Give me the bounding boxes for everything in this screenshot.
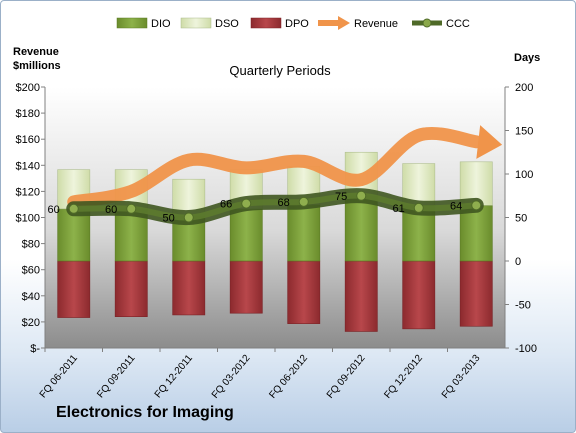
bar-dpo bbox=[287, 260, 321, 324]
legend-swatch-dso bbox=[180, 17, 212, 29]
company-name: Electronics for Imaging bbox=[56, 404, 234, 421]
right-axis-title: Days bbox=[514, 52, 540, 64]
bar-dio bbox=[229, 208, 263, 262]
right-tick-label: 50 bbox=[515, 213, 527, 225]
left-tick-label: $20 bbox=[22, 317, 40, 329]
ccc-point bbox=[356, 190, 367, 201]
left-tick-label: $60 bbox=[22, 265, 40, 277]
ccc-data-label: 75 bbox=[335, 191, 347, 203]
legend-swatch-revenue bbox=[318, 16, 350, 30]
bar-dio bbox=[344, 195, 378, 262]
left-tick-label: $80 bbox=[22, 239, 40, 251]
x-tick-label: FQ 06-2012 bbox=[267, 353, 310, 401]
ccc-data-label: 60 bbox=[48, 204, 60, 216]
left-axis-title: Revenue bbox=[13, 46, 59, 58]
bar-dpo bbox=[114, 260, 148, 317]
bar-dpo bbox=[459, 260, 493, 327]
right-tick-label: -50 bbox=[515, 300, 531, 312]
x-tick-label: FQ 12-2011 bbox=[153, 353, 196, 401]
bar-dpo bbox=[402, 260, 436, 330]
ccc-data-label: 68 bbox=[278, 197, 290, 209]
ccc-point bbox=[183, 212, 194, 223]
right-tick-label: 200 bbox=[515, 82, 533, 94]
ccc-data-label: 60 bbox=[105, 204, 117, 216]
x-tick-label: FQ 06-2011 bbox=[38, 353, 81, 401]
right-tick-label: 100 bbox=[515, 169, 533, 181]
left-tick-label: $120 bbox=[16, 186, 40, 198]
left-tick-label: $- bbox=[30, 343, 40, 355]
legend-label-revenue: Revenue bbox=[354, 18, 398, 30]
chart-title: Quarterly Periods bbox=[229, 63, 331, 78]
x-tick-label: FQ 03-2012 bbox=[210, 353, 253, 401]
x-tick-label: FQ 12-2012 bbox=[382, 353, 425, 401]
left-tick-label: $200 bbox=[16, 82, 40, 94]
revenue-arrowhead bbox=[476, 125, 503, 159]
ccc-data-label: 66 bbox=[220, 199, 232, 211]
ccc-point bbox=[241, 198, 252, 209]
ccc-point bbox=[126, 203, 137, 214]
left-tick-label: $40 bbox=[22, 291, 40, 303]
left-tick-label: $180 bbox=[16, 108, 40, 120]
legend-label-dpo: DPO bbox=[285, 18, 309, 30]
left-tick-label: $140 bbox=[16, 160, 40, 172]
ccc-data-label: 50 bbox=[163, 213, 175, 225]
x-tick-label: FQ 09-2012 bbox=[325, 353, 368, 401]
x-tick-label: FQ 03-2013 bbox=[440, 353, 483, 401]
legend: DIO DSO DPO Revenue CCC bbox=[116, 16, 470, 30]
ccc-point bbox=[298, 196, 309, 207]
x-tick-label: FQ 09-2011 bbox=[95, 353, 138, 401]
bar-dpo bbox=[172, 260, 206, 316]
left-tick-label: $160 bbox=[16, 134, 40, 146]
bar-dpo bbox=[57, 260, 91, 318]
legend-swatch-dpo bbox=[250, 17, 282, 29]
data-labels: 60 60 50 66 68 75 61 64 bbox=[48, 191, 463, 225]
legend-label-ccc: CCC bbox=[446, 18, 470, 30]
right-tick-label: -100 bbox=[515, 343, 537, 355]
bar-dio bbox=[287, 204, 321, 262]
ccc-data-label: 61 bbox=[393, 203, 405, 215]
right-tick-label: 0 bbox=[515, 256, 521, 268]
right-tick-label: 150 bbox=[515, 126, 533, 138]
lines bbox=[66, 125, 503, 226]
legend-swatch-ccc bbox=[412, 18, 442, 28]
bar-dpo bbox=[229, 260, 263, 314]
legend-label-dio: DIO bbox=[151, 18, 171, 30]
bar-dio bbox=[57, 208, 91, 262]
revenue-line bbox=[67, 126, 483, 209]
plot-area bbox=[45, 87, 505, 348]
ccc-point bbox=[68, 203, 79, 214]
legend-swatch-dio bbox=[116, 17, 148, 29]
bar-dpo bbox=[344, 260, 378, 332]
ccc-point bbox=[471, 200, 482, 211]
left-tick-label: $100 bbox=[16, 213, 40, 225]
ccc-data-label: 64 bbox=[450, 200, 462, 212]
left-axis-title-unit: $millions bbox=[13, 60, 61, 72]
legend-label-dso: DSO bbox=[215, 18, 239, 30]
ccc-point bbox=[413, 202, 424, 213]
